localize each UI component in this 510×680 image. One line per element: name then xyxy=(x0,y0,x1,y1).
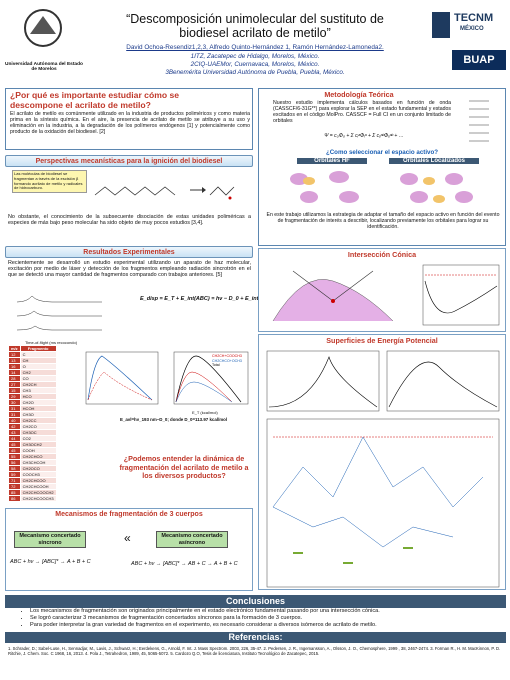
energy-label: E_T (kcal/mol) xyxy=(192,410,218,415)
section-title: Conclusiones xyxy=(5,595,506,608)
legend-entry: Total xyxy=(212,363,220,367)
affiliation: 3Benemérita Universidad Autónoma de Pueb… xyxy=(165,69,345,76)
fragment-table: m/z Fragmento 12 C 13 CH 16 O 14 CH2 28 CO 27 CH2CH 15… xyxy=(8,345,82,502)
affiliations: 1ITZ, Zacatepec de Hidalgo, Morelos, Méx… xyxy=(95,53,415,77)
perspectives-text: No obstante, el conocimiento de la subse… xyxy=(8,214,251,227)
intro-title: ¿Por qué es importante estudiar cómo se … xyxy=(10,90,180,110)
section-title: Metodología Teórica xyxy=(324,90,394,99)
surfaces-figure xyxy=(266,350,500,588)
sync-box: Mecanismo concertado síncrono xyxy=(14,531,86,548)
uaem-logo xyxy=(24,9,62,47)
hf-label: Orbitales HF xyxy=(297,158,367,164)
methodology-text: Nuestro estudio implementa cálculos basa… xyxy=(273,100,451,125)
async-box: Mecanismo concertado asíncrono xyxy=(156,531,228,548)
section-title: Mecanismos de fragmentación de 3 cuerpos xyxy=(55,511,203,518)
question: ¿Podemos entender la dinámica de fragmen… xyxy=(119,454,249,481)
conical-figure xyxy=(272,264,500,326)
mechanisms-box: Mecanismos de fragmentación de 3 cuerpos… xyxy=(5,508,253,591)
tecnm-sub: MÉXICO xyxy=(460,26,484,32)
methodology-text2: En este trabajo utilizamos la estrategia… xyxy=(266,212,500,231)
question: ¿Como seleccionar el espacio activo? xyxy=(325,149,439,156)
table-row: 13 CH xyxy=(8,357,57,364)
tecnm-text: TECNM xyxy=(454,12,494,24)
arrow-symbol: « xyxy=(124,531,131,545)
orbital-levels xyxy=(469,100,489,142)
molecule-scheme xyxy=(94,186,235,200)
sync-equation: ABC + hν → [ABC]* → A + B + C xyxy=(10,559,91,565)
affiliation: 2CIQ-UAEMor, Cuernavaca, Morelos, México… xyxy=(190,61,320,68)
conical-box: Intersección Cónica xyxy=(258,248,506,332)
intro-box: ¿Por qué es importante estudiar cómo se … xyxy=(5,88,253,150)
uaem-name: Universidad Autónoma del Estado de Morel… xyxy=(5,62,83,72)
table-row: 71 CH2CHCOO xyxy=(8,477,57,484)
references: 1. Schrader, D.; Sabel-Luse, H., Sennadj… xyxy=(8,646,501,657)
table-cell: CH2CHCOOCH2 xyxy=(19,489,57,496)
energy-distribution xyxy=(173,351,249,405)
tecnm-emblem xyxy=(432,12,450,38)
section-title: Resultados Experimentales xyxy=(5,246,253,258)
legend-entry: CH2CH+COOCH3 xyxy=(212,354,242,358)
conclusions-list: Los mecanismos de fragmentación son orig… xyxy=(20,608,500,629)
tof-spectra xyxy=(16,295,102,331)
tof-label: Time-of-flight (ms recocondo) xyxy=(25,340,78,345)
methodology-box: Metodología Teórica Nuestro estudio impl… xyxy=(258,88,506,246)
poster-title: “Descomposición unimolecular del sustitu… xyxy=(126,12,384,40)
legend-entry: CH2CHCO+OCH3 xyxy=(212,358,242,363)
buap-logo: BUAP xyxy=(452,50,506,70)
intro-text: El acrilato de metilo es comúnmente util… xyxy=(10,111,250,136)
figure-note: Las moléculas de biodiesel se fragmentan… xyxy=(12,170,87,194)
orbital-images xyxy=(290,171,473,203)
distribution-plot xyxy=(85,351,159,405)
results-text: Recientemente se desarrolló un estudio e… xyxy=(8,260,251,279)
table: m/z Fragmento 12 C 13 CH 16 O 14 CH2 28 CO 27 CH2CH 15… xyxy=(8,345,57,502)
table-row: 86 CH2CHCOOCH3 xyxy=(8,495,57,502)
authors: David Ochoa-Resendiz1,2,3, Alfredo Quint… xyxy=(126,44,384,51)
section-title: Referencias: xyxy=(5,632,506,643)
async-equation: ABC + hν → [ABC]* → AB + C → A + B + C xyxy=(131,561,238,567)
surfaces-box: Superficies de Energía Potencial xyxy=(258,334,506,590)
localized-label: Orbitales Localizados xyxy=(389,158,479,164)
energy-note: E_avl=hν_193 nm−D_0; donde D_0=113.97 kc… xyxy=(120,417,228,422)
tecnm-logo: TECNM MÉXICO xyxy=(430,8,508,42)
table-cell: 86 xyxy=(8,495,21,502)
conclusion-item: Se logró caracterizar 3 mecanismos de fr… xyxy=(30,615,500,622)
wavefunction: Ψ = c₀Φ₀ + Σ cᵢᵃΦᵢᵃ + Σ cᵢⱼᵃᵇΦᵢⱼᵃᵇ + … xyxy=(324,133,404,139)
table-cell: CH2CHCOOCH3 xyxy=(19,495,57,502)
conclusion-item: Para poder interpretar la gran variedad … xyxy=(30,622,500,629)
equation: E_disp = E_T + E_int(ABC) = hν − D_0 + E… xyxy=(140,296,275,302)
section-title: Perspectivas mecanísticas para la ignici… xyxy=(5,155,253,167)
legend: CH2CH+COOCH3 CH2CHCO+OCH3 Total xyxy=(212,354,242,368)
affiliation: 1ITZ, Zacatepec de Hidalgo, Morelos, Méx… xyxy=(190,53,320,60)
section-title: Intersección Cónica xyxy=(347,250,417,259)
conclusion-item: Los mecanismos de fragmentación son orig… xyxy=(30,608,500,615)
section-title: Superficies de Energía Potencial xyxy=(326,336,438,345)
